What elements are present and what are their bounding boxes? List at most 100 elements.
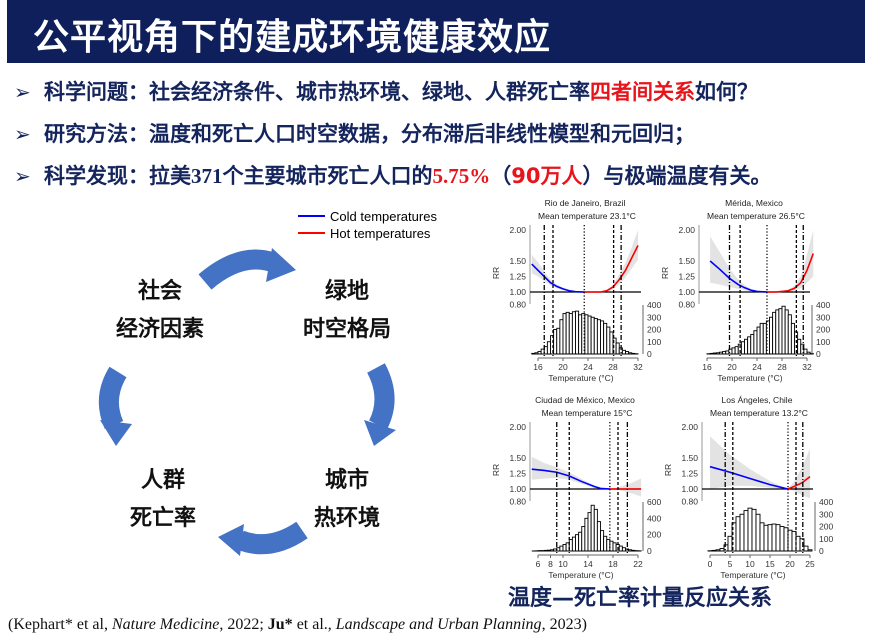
bullet-tail: 如何？ (695, 80, 758, 104)
histogram-bar (575, 534, 580, 552)
bullet-highlight: 四者间关系 (590, 80, 695, 104)
chart-title: Ciudad de México, Mexico (535, 395, 635, 405)
histogram-bar (743, 510, 749, 552)
histogram-bar (803, 348, 808, 355)
rr-tick-label: 0.80 (681, 496, 698, 506)
x-tick-label: 25 (805, 559, 815, 569)
curved-arrow-shaft (198, 249, 275, 290)
bullet-text: 社会经济条件、城市热环境、绿地、人群死亡率 (149, 80, 590, 104)
histogram-bar (753, 330, 758, 355)
cold-curve (531, 468, 610, 490)
histogram-bar (618, 545, 623, 552)
histogram-bar (593, 318, 598, 355)
histogram-bar (600, 530, 605, 552)
slide-title: 公平视角下的建成环境健康效应 (33, 17, 552, 58)
histogram-bar (769, 316, 774, 355)
rr-tick-label: 2.00 (681, 422, 698, 432)
x-axis-label: Temperature (°C) (548, 373, 613, 383)
rr-tick-label: 1.00 (509, 287, 526, 297)
histogram-bar (779, 526, 785, 552)
ref-journal: Nature Medicine (111, 616, 220, 633)
bullet-label: 研究方法： (44, 122, 149, 146)
rr-tick-label: 2.00 (509, 422, 526, 432)
histogram-bar (596, 319, 601, 355)
chart-panel: Los Ángeles, Chile Mean temperature 13.2°… (663, 395, 833, 580)
histogram-bar (571, 536, 576, 552)
rr-axis-label: RR (660, 267, 670, 279)
histogram-bar (759, 322, 764, 355)
x-axis-label: Temperature (°C) (720, 570, 785, 580)
rr-tick-label: 1.25 (509, 272, 526, 282)
paren: ） (582, 164, 604, 188)
histogram-bar (584, 314, 589, 355)
node-urban-heat: 城市 热环境 (287, 462, 407, 538)
x-tick-label: 24 (752, 362, 762, 372)
rr-tick-label: 1.25 (678, 272, 695, 282)
x-tick-label: 10 (558, 559, 568, 569)
x-tick-label: 14 (583, 559, 593, 569)
histogram-bar (751, 508, 757, 552)
histogram-bar (593, 508, 598, 552)
histogram-bar (621, 349, 626, 355)
histogram-bar (581, 313, 586, 355)
arrow-head-icon (364, 420, 396, 446)
chart-title: Rio de Janeiro, Brazil (545, 198, 626, 208)
histogram-bar (747, 336, 752, 355)
curved-arrow-shaft (366, 363, 395, 430)
x-tick-label: 22 (633, 559, 643, 569)
histogram-bar (755, 513, 761, 552)
histogram-bar (596, 521, 601, 552)
count-tick-label: 300 (819, 509, 833, 519)
chart-panel: Ciudad de México, Mexico Mean temperature… (491, 395, 661, 580)
histogram-bar (609, 331, 614, 355)
histogram-bar (756, 326, 761, 355)
count-tick-label: 200 (647, 325, 661, 335)
cold-curve (709, 260, 768, 293)
count-tick-label: 0 (647, 546, 652, 556)
node-socioeconomic: 社会 经济因素 (100, 273, 220, 349)
histogram-bar (556, 327, 561, 355)
count-tick-label: 400 (647, 513, 661, 523)
count-tick-label: 600 (647, 497, 661, 507)
city-count: 371 (191, 164, 223, 188)
chart-title: Los Ángeles, Chile (722, 395, 793, 405)
legend: Cold temperatures Hot temperatures (298, 209, 437, 241)
x-tick-label: 20 (785, 559, 795, 569)
histogram-bar (584, 517, 589, 552)
chart-caption: 温度—死亡率计量反应关系 (508, 586, 773, 611)
rr-tick-label: 1.25 (681, 469, 698, 479)
histogram-bar (744, 338, 749, 355)
cold-curve (531, 263, 585, 293)
rr-axis-label: RR (491, 267, 501, 279)
histogram-bar (603, 535, 608, 552)
histogram-bar (735, 516, 741, 552)
histogram-bar (775, 309, 780, 355)
x-tick-label: 6 (536, 559, 541, 569)
histogram-bar (581, 526, 586, 552)
ref-author: Ju* (267, 616, 293, 633)
count-tick-label: 400 (819, 497, 833, 507)
arrow-bullet-icon: ➢ (14, 80, 31, 104)
legend-cold-label: Cold temperatures (330, 209, 437, 224)
x-axis-label: Temperature (°C) (548, 570, 613, 580)
histogram-bar (747, 507, 753, 552)
bullet-label: 科学发现： (44, 164, 149, 188)
rr-tick-label: 0.80 (509, 496, 526, 506)
node-line: 人群 (140, 468, 185, 493)
histogram-bar (578, 314, 583, 355)
histogram-bar (787, 314, 792, 355)
x-tick-label: 15 (765, 559, 775, 569)
x-tick-label: 8 (548, 559, 553, 569)
rr-axis-label: RR (663, 464, 673, 476)
histogram-bar (727, 535, 733, 552)
count-tick-label: 300 (816, 312, 830, 322)
rr-tick-label: 1.50 (678, 256, 695, 266)
histogram-bar (790, 322, 795, 355)
histogram-bar (578, 531, 583, 552)
histogram-bar (546, 341, 551, 355)
bullet-text: 温度和死亡人口时空数据，分布滞后非线性模型和元回归； (149, 122, 695, 146)
curved-arrow-shaft (236, 521, 308, 555)
chart-title: Mérida, Mexico (725, 198, 783, 208)
x-tick-label: 20 (558, 362, 568, 372)
ref-text: , 2022; (219, 616, 268, 633)
